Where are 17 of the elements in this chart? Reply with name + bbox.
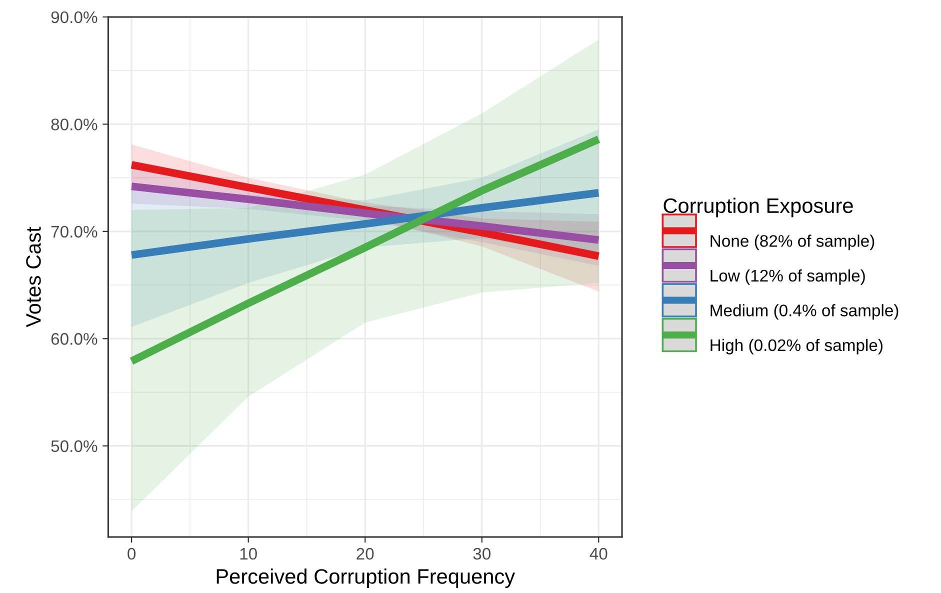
legend-title: Corruption Exposure (664, 198, 853, 218)
x-axis-title: Perceived Corruption Frequency (216, 568, 516, 588)
y-axis-title: Votes Cast (26, 226, 41, 328)
x-tick-label: 30 (473, 548, 490, 560)
x-tick-label: 40 (590, 548, 608, 560)
legend-label: High (0.02% of sample) (710, 338, 882, 354)
legend-label: Low (12% of sample) (710, 269, 865, 285)
y-tick-label: 70.0% (51, 226, 98, 238)
y-tick-label: 80.0% (51, 118, 98, 130)
legend-label: Medium (0.4% of sample) (710, 304, 898, 320)
x-tick-label: 10 (240, 548, 257, 560)
y-tick-label: 60.0% (51, 333, 98, 345)
y-tick-label: 90.0% (51, 11, 98, 24)
y-tick-label: 50.0% (51, 440, 98, 452)
legend-label: None (82% of sample) (710, 234, 874, 250)
x-tick-label: 20 (356, 548, 374, 560)
x-tick-label: 0 (128, 548, 136, 560)
